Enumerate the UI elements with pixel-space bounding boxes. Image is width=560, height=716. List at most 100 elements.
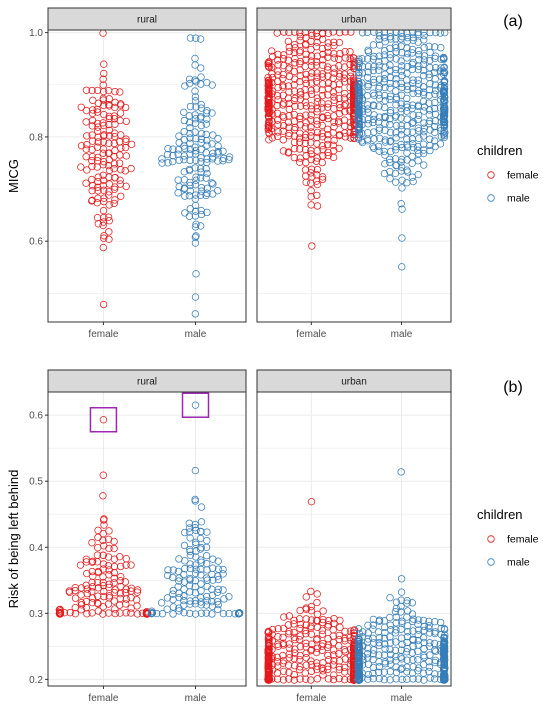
point-male bbox=[436, 140, 445, 148]
point-female bbox=[324, 114, 332, 123]
point-female bbox=[307, 630, 315, 638]
point-female bbox=[279, 136, 287, 144]
point-male bbox=[197, 64, 205, 72]
panel-border bbox=[47, 391, 247, 687]
point-male bbox=[197, 113, 205, 121]
point-male bbox=[355, 59, 364, 68]
point-male bbox=[196, 114, 205, 122]
point-female bbox=[105, 566, 113, 574]
point-female bbox=[313, 675, 321, 683]
legend-key-male bbox=[487, 558, 495, 566]
point-female bbox=[290, 620, 298, 628]
point-male bbox=[392, 95, 400, 104]
point-female bbox=[290, 628, 298, 637]
point-female bbox=[264, 648, 272, 656]
point-male bbox=[191, 76, 199, 84]
point-male bbox=[398, 83, 406, 92]
point-male bbox=[419, 132, 428, 140]
point-female bbox=[285, 644, 294, 652]
point-male bbox=[364, 101, 372, 109]
point-male bbox=[185, 165, 194, 174]
point-female bbox=[110, 588, 119, 597]
point-female bbox=[313, 644, 322, 652]
point-female bbox=[105, 112, 113, 121]
point-male bbox=[380, 651, 389, 659]
point-male bbox=[369, 143, 377, 151]
point-male bbox=[392, 55, 400, 63]
point-female bbox=[105, 166, 114, 175]
point-male bbox=[430, 137, 439, 145]
highlight-box bbox=[89, 406, 118, 433]
point-female bbox=[302, 158, 310, 167]
point-male bbox=[419, 616, 428, 625]
point-male bbox=[386, 61, 394, 69]
point-female bbox=[82, 581, 90, 589]
point-female bbox=[319, 80, 327, 88]
point-male bbox=[354, 77, 363, 85]
point-female bbox=[279, 147, 288, 155]
point-female bbox=[265, 102, 273, 111]
point-female bbox=[302, 111, 310, 119]
point-male bbox=[158, 155, 166, 163]
point-female bbox=[307, 587, 315, 596]
point-female bbox=[105, 201, 113, 209]
point-female bbox=[330, 96, 338, 104]
point-female bbox=[105, 235, 113, 243]
point-female bbox=[99, 138, 108, 146]
point-male bbox=[408, 60, 416, 68]
point-female bbox=[265, 109, 273, 118]
point-female bbox=[318, 104, 326, 112]
point-female bbox=[111, 586, 119, 594]
point-male bbox=[397, 79, 405, 88]
point-female bbox=[117, 144, 125, 152]
y-tick-label: 0.8 bbox=[29, 132, 43, 143]
point-female bbox=[94, 584, 102, 592]
point-female bbox=[297, 91, 305, 99]
point-male bbox=[381, 160, 389, 168]
point-female bbox=[318, 129, 326, 137]
point-female bbox=[285, 630, 293, 638]
point-male bbox=[431, 43, 439, 51]
point-male bbox=[392, 80, 400, 88]
point-male bbox=[202, 148, 210, 157]
point-male bbox=[191, 569, 200, 577]
point-male bbox=[440, 114, 448, 122]
point-female bbox=[117, 573, 125, 581]
point-male bbox=[355, 650, 363, 658]
point-female bbox=[302, 661, 310, 669]
point-female bbox=[313, 97, 322, 106]
point-female bbox=[329, 153, 338, 162]
point-male bbox=[169, 145, 177, 153]
point-female bbox=[71, 584, 79, 592]
point-female bbox=[93, 214, 102, 222]
point-male-outlier bbox=[191, 401, 200, 409]
point-female bbox=[265, 80, 273, 89]
point-male bbox=[404, 143, 412, 151]
point-female bbox=[284, 621, 293, 629]
point-male bbox=[397, 596, 405, 604]
point-female bbox=[264, 639, 273, 647]
point-female bbox=[105, 114, 114, 123]
point-male bbox=[386, 128, 395, 137]
point-male bbox=[380, 147, 388, 156]
point-female bbox=[99, 171, 107, 179]
point-male bbox=[186, 34, 195, 42]
point-male bbox=[391, 41, 400, 49]
point-male bbox=[375, 52, 383, 60]
point-female bbox=[285, 668, 293, 677]
point-female bbox=[330, 105, 338, 113]
point-male bbox=[158, 610, 167, 618]
point-male bbox=[197, 222, 205, 230]
point-female bbox=[291, 44, 299, 52]
point-male bbox=[420, 651, 428, 660]
point-female bbox=[265, 63, 273, 71]
point-female bbox=[296, 57, 305, 66]
point-male bbox=[398, 155, 406, 164]
point-male bbox=[213, 187, 222, 195]
point-male bbox=[439, 53, 448, 62]
point-male bbox=[203, 536, 211, 545]
point-female bbox=[329, 81, 338, 89]
point-female bbox=[308, 242, 316, 250]
point-male bbox=[196, 534, 205, 543]
